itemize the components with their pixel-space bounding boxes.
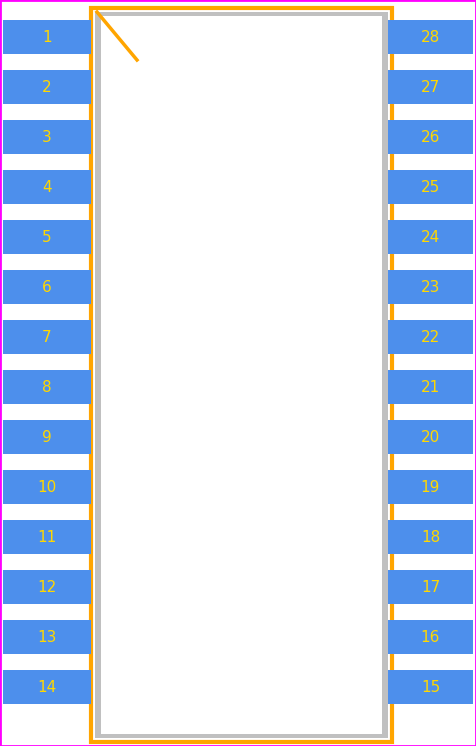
Bar [3,70,91,104]
Text: 24: 24 [421,230,440,245]
Bar [3,370,91,404]
Text: 6: 6 [42,280,52,295]
Bar [388,120,473,154]
Bar [388,270,473,304]
Bar [3,670,91,704]
Text: 2: 2 [42,80,52,95]
Bar [3,20,91,54]
Bar [388,70,473,104]
Bar [388,520,473,554]
Text: 22: 22 [421,330,440,345]
Text: 19: 19 [421,480,440,495]
Bar [3,520,91,554]
Bar [3,220,91,254]
Bar [388,570,473,604]
Bar [388,320,473,354]
Text: 15: 15 [421,680,440,695]
Text: 5: 5 [42,230,52,245]
Bar [388,170,473,204]
Bar [388,620,473,654]
Bar [388,420,473,454]
Text: 7: 7 [42,330,52,345]
Text: 18: 18 [421,530,440,545]
Text: 10: 10 [38,480,57,495]
Bar [388,20,473,54]
Text: 27: 27 [421,80,440,95]
Text: 8: 8 [42,380,52,395]
Text: 16: 16 [421,630,440,645]
Text: 21: 21 [421,380,440,395]
Text: 4: 4 [42,180,52,195]
Text: 28: 28 [421,30,440,45]
Bar [101,16,382,734]
Bar [388,370,473,404]
Text: 20: 20 [421,430,440,445]
Bar [388,670,473,704]
Bar [3,320,91,354]
Text: 12: 12 [38,580,57,595]
Text: 1: 1 [42,30,52,45]
Text: 23: 23 [421,280,440,295]
Bar [3,570,91,604]
Text: 26: 26 [421,130,440,145]
Text: 13: 13 [37,630,57,645]
Text: 11: 11 [38,530,57,545]
Bar [388,220,473,254]
Bar [3,120,91,154]
Text: 9: 9 [42,430,52,445]
Bar [91,8,392,742]
Text: 14: 14 [38,680,57,695]
Text: 3: 3 [42,130,52,145]
Bar [388,470,473,504]
Bar [3,620,91,654]
Bar [3,270,91,304]
Text: 25: 25 [421,180,440,195]
Bar [3,420,91,454]
Bar [3,170,91,204]
Bar [3,470,91,504]
Text: 17: 17 [421,580,440,595]
Bar [95,12,388,738]
